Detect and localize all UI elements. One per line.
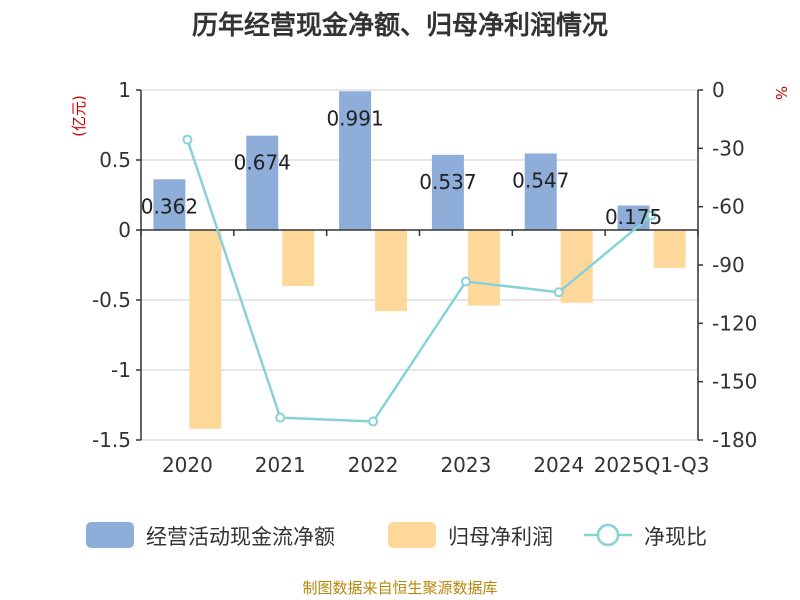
left-axis-unit: (亿元) (70, 95, 88, 137)
category-label: 2025Q1-Q3 (594, 453, 710, 477)
left-tick-label: 0.5 (99, 148, 131, 172)
ratio-point (553, 287, 564, 298)
left-tick-label: -1 (111, 358, 131, 382)
legend-marker-ratio (596, 523, 620, 547)
legend-item-ratio[interactable]: 净现比 (584, 523, 707, 549)
legend-item-cash-flow[interactable]: 经营活动现金流净额 (86, 522, 335, 549)
right-tick-label: -120 (712, 311, 757, 335)
right-tick-label: -150 (712, 370, 757, 394)
data-label-cash-flow: 0.991 (326, 106, 383, 130)
data-label-cash-flow: 0.537 (419, 170, 476, 194)
legend-swatch-net-profit (388, 522, 436, 548)
bar-cash-flow (246, 135, 279, 230)
chart-title: 历年经营现金净额、归母净利润情况 (192, 10, 608, 41)
right-tick-label: -30 (712, 136, 745, 160)
left-tick-label: -0.5 (92, 288, 131, 312)
bar-net-profit (375, 230, 408, 312)
source-note: 制图数据来自恒生聚源数据库 (302, 579, 497, 597)
left-axis: 1 0.5 0 -0.5 -1 -1.5 (92, 78, 131, 452)
category-label: 2021 (255, 453, 306, 477)
legend-label-cash-flow: 经营活动现金流净额 (146, 525, 335, 549)
data-label-cash-flow: 0.547 (512, 168, 569, 192)
right-axis-unit: % (772, 86, 790, 100)
ratio-point (460, 276, 471, 287)
right-tick-label: -180 (712, 428, 757, 452)
ratio-line-path (186, 139, 653, 423)
bar-net-profit (653, 230, 686, 268)
bar-cash-flow (339, 91, 372, 230)
right-tick-label: -90 (712, 253, 745, 277)
bar-cash-flow (524, 153, 557, 230)
data-labels: 0.362 0.674 0.991 0.537 0.547 0.175 (141, 106, 662, 229)
right-axis: 0 -30 -60 -90 -120 -150 -180 (712, 78, 757, 452)
category-label: 2020 (162, 453, 213, 477)
category-label: 2022 (348, 453, 399, 477)
legend-swatch-cash-flow (86, 522, 134, 548)
left-tick-label: 1 (118, 78, 131, 102)
ratio-point (275, 412, 286, 423)
bar-cash-flow (153, 179, 186, 230)
grid-lines (141, 89, 698, 441)
data-label-cash-flow: 0.362 (141, 194, 198, 218)
legend-label-net-profit: 归母净利润 (448, 525, 553, 549)
data-label-cash-flow: 0.674 (234, 151, 291, 175)
category-axis: 2020 2021 2022 2023 2024 2025Q1-Q3 (162, 453, 710, 477)
right-tick-label: 0 (712, 78, 725, 102)
bar-cash-flow (617, 205, 650, 230)
bar-net-profit (467, 230, 500, 306)
category-label: 2023 (440, 453, 491, 477)
right-tick-label: -60 (712, 195, 745, 219)
ratio-line (182, 134, 657, 427)
legend: 经营活动现金流净额 归母净利润 净现比 (86, 522, 707, 549)
legend-item-net-profit[interactable]: 归母净利润 (388, 522, 553, 549)
axes (136, 89, 703, 441)
bar-net-profit (560, 230, 593, 303)
ratio-point (368, 416, 379, 427)
bar-net-profit (189, 230, 222, 429)
ratio-point (182, 134, 193, 145)
bars (153, 91, 686, 429)
data-label-cash-flow: 0.175 (605, 205, 662, 229)
left-tick-label: -1.5 (92, 428, 131, 452)
category-label: 2024 (533, 453, 584, 477)
bar-net-profit (282, 230, 315, 286)
left-tick-label: 0 (118, 218, 131, 242)
legend-label-ratio: 净现比 (644, 525, 707, 549)
ratio-point (646, 210, 657, 221)
bar-cash-flow (431, 154, 464, 230)
